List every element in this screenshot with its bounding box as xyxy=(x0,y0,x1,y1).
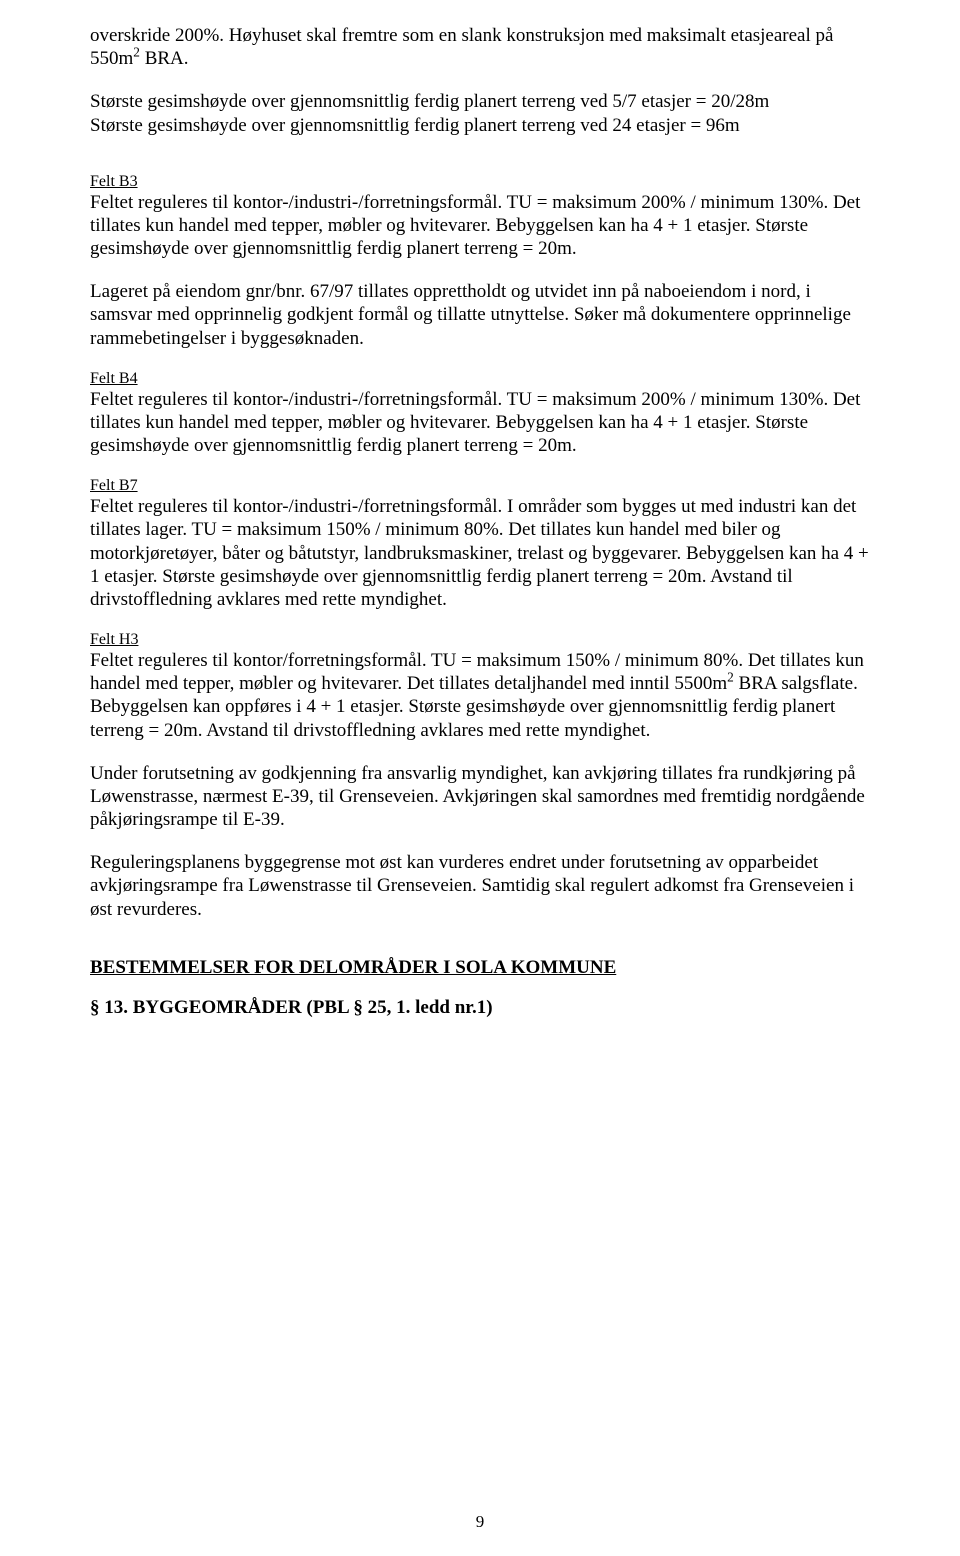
section-b4: Felt B4 Feltet reguleres til kontor-/ind… xyxy=(90,370,870,458)
felt-h3-p1-sup: 2 xyxy=(727,670,734,685)
section-b3: Felt B3 Feltet reguleres til kontor-/ind… xyxy=(90,173,870,350)
intro-paragraph-1-post: BRA. xyxy=(140,48,189,69)
felt-h3-label: Felt H3 xyxy=(90,631,870,649)
heading-bestemmelser: BESTEMMELSER FOR DELOMRÅDER I SOLA KOMMU… xyxy=(90,957,870,979)
section-h3: Felt H3 Feltet reguleres til kontor/forr… xyxy=(90,631,870,921)
felt-b7-paragraph-1: Feltet reguleres til kontor-/industri-/f… xyxy=(90,495,870,611)
felt-h3-paragraph-1: Feltet reguleres til kontor/forretningsf… xyxy=(90,649,870,742)
felt-b3-paragraph-2: Lageret på eiendom gnr/bnr. 67/97 tillat… xyxy=(90,280,870,350)
page-number: 9 xyxy=(0,1512,960,1532)
felt-b4-paragraph-1: Feltet reguleres til kontor-/industri-/f… xyxy=(90,388,870,458)
intro-paragraph-1: overskride 200%. Høyhuset skal fremtre s… xyxy=(90,24,870,70)
felt-h3-paragraph-3: Reguleringsplanens byggegrense mot øst k… xyxy=(90,851,870,921)
document-page: overskride 200%. Høyhuset skal fremtre s… xyxy=(0,0,960,1556)
felt-b3-label: Felt B3 xyxy=(90,173,870,191)
intro-paragraph-1-sup: 2 xyxy=(133,45,140,60)
felt-b4-label: Felt B4 xyxy=(90,370,870,388)
heading-byggeomrader: § 13. BYGGEOMRÅDER (PBL § 25, 1. ledd nr… xyxy=(90,997,870,1019)
intro-paragraph-2: Største gesimshøyde over gjennomsnittlig… xyxy=(90,90,870,136)
intro-paragraph-1-pre: overskride 200%. Høyhuset skal fremtre s… xyxy=(90,25,833,69)
felt-b3-paragraph-1: Feltet reguleres til kontor-/industri-/f… xyxy=(90,191,870,261)
section-b7: Felt B7 Feltet reguleres til kontor-/ind… xyxy=(90,477,870,611)
felt-b7-label: Felt B7 xyxy=(90,477,870,495)
felt-h3-paragraph-2: Under forutsetning av godkjenning fra an… xyxy=(90,762,870,832)
